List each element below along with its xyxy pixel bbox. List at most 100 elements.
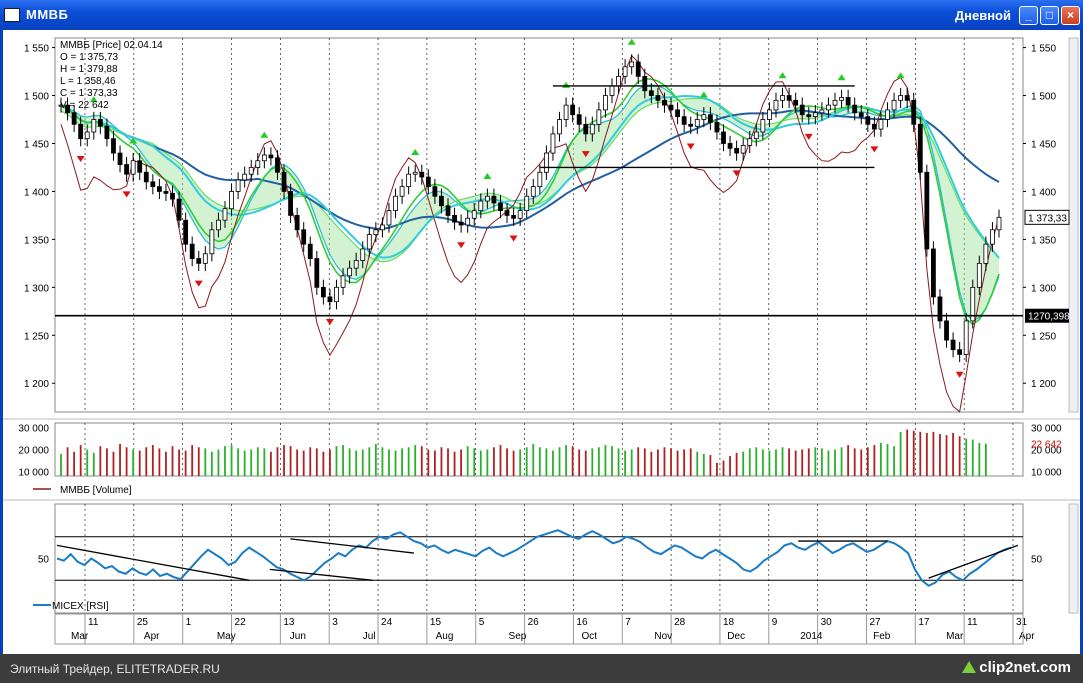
candle-body xyxy=(983,243,989,264)
candle-body xyxy=(202,253,208,264)
candle-body xyxy=(635,61,641,77)
month-tick-label: Jul xyxy=(363,631,376,642)
candle-body xyxy=(616,75,621,87)
candle-body xyxy=(799,104,805,116)
candle-body xyxy=(990,229,995,245)
candle-body xyxy=(386,210,392,226)
period-selector[interactable]: Дневной xyxy=(954,8,1011,23)
candle-body xyxy=(268,154,274,159)
candle-body xyxy=(156,186,162,192)
month-tick-label: Aug xyxy=(436,631,454,642)
month-tick-label: Nov xyxy=(654,631,672,642)
candle-body xyxy=(58,104,64,107)
candle-body xyxy=(950,339,956,351)
candle-body xyxy=(504,210,510,216)
support-price-box xyxy=(1025,308,1069,323)
month-tick-label: 2014 xyxy=(800,631,823,642)
fractal-up-marker xyxy=(129,137,138,144)
candle-body xyxy=(694,119,700,127)
candle-body xyxy=(412,171,418,175)
candle-body xyxy=(543,152,549,173)
candle-body xyxy=(767,109,772,120)
candle-body xyxy=(924,171,930,250)
candle-body xyxy=(707,114,713,123)
candle-body xyxy=(622,66,628,77)
maximize-button[interactable]: □ xyxy=(1040,6,1059,25)
candle-body xyxy=(753,131,759,140)
candle-body xyxy=(727,143,733,149)
ichimoku-cloud xyxy=(61,84,999,321)
window-title: ММВБ xyxy=(26,7,69,22)
candle-body xyxy=(170,192,175,200)
fractal-up-marker xyxy=(896,72,905,79)
rsi-trend-line xyxy=(269,568,373,581)
candle-body xyxy=(911,99,917,125)
day-tick-label: 24 xyxy=(381,617,393,628)
candle-body xyxy=(314,258,320,288)
candle-body xyxy=(780,95,785,101)
candle-body xyxy=(524,195,530,212)
candle-body xyxy=(301,229,307,245)
candle-body xyxy=(97,119,103,127)
fractal-down-marker xyxy=(732,170,741,177)
last-price-box xyxy=(1024,209,1070,225)
close-button[interactable]: × xyxy=(1061,6,1080,25)
rsi-trend-line xyxy=(56,544,250,581)
candle-body xyxy=(334,286,339,303)
price-info-volume: V = 22 642 xyxy=(60,100,109,111)
candle-body xyxy=(216,219,221,231)
fractal-up-marker xyxy=(699,91,708,98)
time-axis-frame xyxy=(54,613,1024,645)
rsi-line xyxy=(56,529,1012,587)
candle-body xyxy=(373,229,379,235)
price-info-high: H = 1 379,88 xyxy=(60,64,118,75)
candle-body xyxy=(209,229,215,255)
candle-body xyxy=(255,160,261,168)
candle-body xyxy=(84,131,90,140)
day-tick-label: 11 xyxy=(967,617,978,628)
candle-body xyxy=(563,104,569,120)
candle-body xyxy=(419,171,425,178)
last-price-label: 1 373,33 xyxy=(1028,213,1067,224)
day-tick-label: 3 xyxy=(332,617,338,628)
scrollbar-0 xyxy=(1068,37,1079,413)
rsi-tick-label-left: 50 xyxy=(38,555,50,566)
price-info-title: ММВБ [Price] 02.04.14 xyxy=(60,40,163,51)
minimize-button[interactable]: _ xyxy=(1019,6,1038,25)
candle-body xyxy=(839,97,844,101)
candle-body xyxy=(425,176,431,188)
scrollbar-1 xyxy=(1068,503,1079,614)
candle-body xyxy=(320,286,326,298)
candle-body xyxy=(931,248,936,298)
candle-body xyxy=(609,85,615,96)
day-tick-label: 5 xyxy=(479,617,485,628)
candle-body xyxy=(65,104,70,114)
price-tick-label-left: 1 350 xyxy=(24,235,49,246)
day-tick-label: 26 xyxy=(528,617,540,628)
candle-body xyxy=(340,275,346,288)
candle-body xyxy=(229,191,234,210)
candle-body xyxy=(484,195,490,202)
candle-body xyxy=(452,215,457,223)
candle-body xyxy=(91,119,97,133)
fractal-up-marker xyxy=(89,96,98,103)
candle-body xyxy=(858,112,864,118)
candle-body xyxy=(885,109,890,120)
candle-body xyxy=(734,147,740,154)
candle-body xyxy=(996,216,1002,231)
candle-body xyxy=(294,215,300,231)
price-tick-label-left: 1 250 xyxy=(24,331,49,342)
candle-body xyxy=(307,243,313,259)
candle-body xyxy=(557,119,562,135)
candle-body xyxy=(662,99,667,106)
volume-pane: 30 000 30 000 20 000 20 000 10 000 10 000 22 6… xyxy=(18,423,1062,490)
candle-body xyxy=(235,179,241,192)
price-tick-label-right: 1 250 xyxy=(1031,331,1056,342)
price-tick-label-left: 1 400 xyxy=(24,187,49,198)
fractal-down-marker xyxy=(804,133,813,140)
candle-body xyxy=(130,160,136,175)
pane-border-2 xyxy=(54,503,1024,614)
volume-legend-label: ММВБ [Volume] xyxy=(60,485,132,496)
rsi-trend-line xyxy=(290,538,414,554)
